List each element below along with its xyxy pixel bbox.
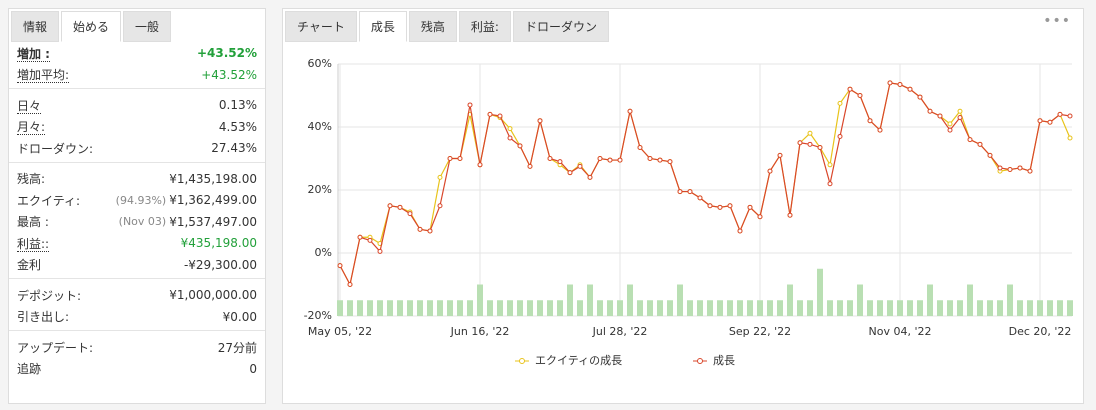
label-text: 残高: (17, 172, 46, 186)
label-text: 増加 : (17, 46, 50, 62)
tab[interactable]: 始める (61, 11, 122, 42)
tabs: チャート 成長 残高 利益: ドローダウン (285, 11, 609, 42)
label-text: ドローダウン: (17, 141, 94, 156)
stat-label: 金利 (17, 256, 184, 273)
tab[interactable]: 一般 (123, 11, 172, 42)
stat-value: ¥1,435,198.00 (169, 171, 257, 186)
stat-value: 0.13% (218, 98, 257, 112)
stats-panel: 情報 始める 一般増加 : +43.52% 増加平均: +43.52% 日々 0.13% 月々:… (8, 8, 266, 404)
label-text: 利益:: (17, 236, 50, 252)
tab[interactable]: チャート (285, 11, 357, 42)
tab[interactable]: 成長 (358, 11, 407, 42)
stat-value: 0 (249, 361, 257, 376)
label-text: アップデート: (17, 340, 94, 355)
separator (9, 161, 265, 163)
separator (9, 278, 265, 279)
stat-row: 増加 : +43.52% (17, 43, 257, 63)
stat-row: 引き出し: ¥0.00 (17, 307, 257, 327)
stat-value: ¥1,000,000.00 (169, 288, 257, 302)
tab[interactable]: 情報 (11, 11, 60, 42)
stat-value: +43.52% (196, 46, 257, 60)
stat-label: 増加平均: (17, 66, 201, 83)
separator (9, 88, 265, 89)
label-text: エクイティ: (17, 193, 81, 208)
stat-label: 日々 (17, 97, 219, 114)
stat-label: ドローダウン: (17, 140, 211, 157)
stat-label: エクイティ: (17, 192, 116, 209)
stat-row: 金利 -¥29,300.00 (17, 255, 257, 275)
stat-label: 利益:: (17, 235, 181, 252)
label-text: 月々: (17, 120, 46, 135)
label-text: 金利 (17, 258, 42, 272)
stat-row: アップデート: 27分前 (17, 337, 257, 357)
label-text: デポジット: (17, 288, 82, 303)
label-text: 日々 (17, 98, 42, 114)
stat-label: 最高 : (17, 213, 119, 230)
menu-dots[interactable]: ••• (1043, 13, 1071, 29)
stat-label: 残高: (17, 170, 169, 187)
stat-row: エクイティ: (94.93%) ¥1,362,499.00 (17, 190, 257, 210)
stat-label: アップデート: (17, 339, 218, 356)
tabs: 情報 始める 一般 (11, 11, 172, 42)
stat-row: 月々: 4.53% (17, 117, 257, 137)
stat-value: +43.52% (201, 67, 257, 82)
stat-value: 27.43% (211, 141, 257, 155)
stat-value: 4.53% (218, 119, 257, 134)
stat-value: ¥1,537,497.00 (169, 214, 257, 229)
stat-row: 利益:: ¥435,198.00 (17, 233, 257, 253)
stat-row: 最高 : (Nov 03) ¥1,537,497.00 (17, 212, 257, 232)
separator (9, 330, 265, 331)
stat-value: ¥1,362,499.00 (169, 193, 257, 207)
tab[interactable]: 残高 (408, 11, 457, 42)
stat-row: デポジット: ¥1,000,000.00 (17, 285, 257, 305)
stat-row: 追跡 0 (17, 359, 257, 379)
label-text: 引き出し: (17, 310, 70, 324)
stat-value: -¥29,300.00 (183, 257, 257, 272)
stat-label: 追跡 (17, 360, 249, 377)
stat-note: (94.93%) (115, 193, 167, 207)
stat-row: 増加平均: +43.52% (17, 65, 257, 85)
label-text: 追跡 (17, 362, 42, 376)
label-text: 最高 : (17, 215, 49, 229)
stat-row: ドローダウン: 27.43% (17, 138, 257, 158)
stat-value: ¥0.00 (222, 309, 257, 324)
stat-value: ¥435,198.00 (180, 236, 257, 250)
stat-note: (Nov 03) (118, 215, 167, 228)
label-text: 増加平均: (17, 68, 70, 83)
chart-panel: チャート 成長 残高 利益: ドローダウン ••• (282, 8, 1084, 404)
stat-value: 27分前 (217, 340, 257, 355)
stat-row: 残高: ¥1,435,198.00 (17, 169, 257, 189)
tab[interactable]: ドローダウン (512, 11, 609, 42)
stat-row: 日々 0.13% (17, 95, 257, 115)
stat-label: 増加 : (17, 45, 197, 62)
stat-label: デポジット: (17, 287, 169, 304)
stat-label: 引き出し: (17, 308, 223, 325)
stat-label: 月々: (17, 118, 219, 135)
tab[interactable]: 利益: (458, 11, 511, 42)
